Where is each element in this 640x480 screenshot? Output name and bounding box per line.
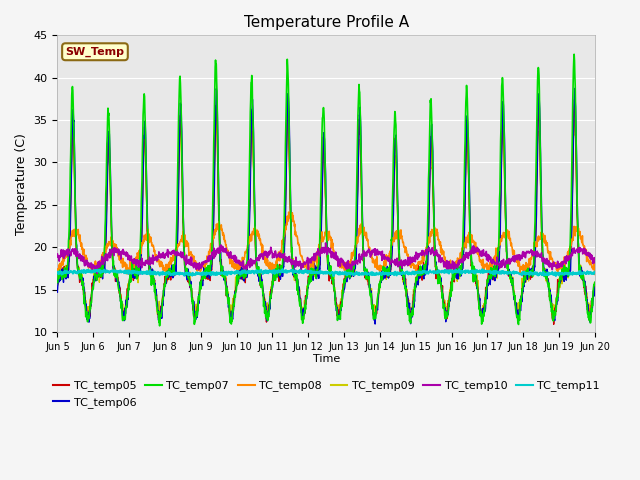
TC_temp06	[303, 295, 310, 301]
TC_temp10	[322, 240, 330, 246]
Line: TC_temp05: TC_temp05	[58, 100, 595, 324]
TC_temp09	[360, 244, 367, 250]
TC_temp10	[54, 251, 61, 257]
Text: SW_Temp: SW_Temp	[65, 47, 124, 57]
Line: TC_temp11: TC_temp11	[58, 269, 595, 276]
TC_temp11	[95, 267, 103, 273]
TC_temp06	[54, 289, 61, 295]
TC_temp10	[95, 258, 103, 264]
TC_temp07	[54, 280, 61, 286]
TC_temp08	[591, 265, 599, 271]
TC_temp05	[550, 322, 557, 327]
TC_temp07	[360, 252, 367, 257]
TC_temp08	[54, 267, 61, 273]
Line: TC_temp09: TC_temp09	[58, 121, 595, 319]
TC_temp11	[282, 268, 289, 274]
TC_temp05	[282, 199, 289, 204]
TC_temp08	[522, 272, 529, 277]
TC_temp06	[292, 273, 300, 279]
Line: TC_temp08: TC_temp08	[58, 212, 595, 275]
Line: TC_temp07: TC_temp07	[58, 54, 595, 326]
TC_temp06	[571, 85, 579, 91]
TC_temp06	[591, 287, 599, 293]
TC_temp07	[570, 51, 578, 57]
TC_temp11	[292, 269, 300, 275]
TC_temp10	[282, 254, 290, 260]
Y-axis label: Temperature (C): Temperature (C)	[15, 132, 28, 235]
TC_temp07	[95, 270, 103, 276]
TC_temp08	[285, 209, 292, 215]
Legend: TC_temp05, TC_temp06, TC_temp07, TC_temp08, TC_temp09, TC_temp10, TC_temp11: TC_temp05, TC_temp06, TC_temp07, TC_temp…	[48, 376, 604, 412]
TC_temp06	[282, 214, 289, 219]
TC_temp05	[571, 97, 579, 103]
TC_temp07	[591, 279, 599, 285]
TC_temp10	[303, 258, 310, 264]
TC_temp09	[591, 283, 599, 289]
TC_temp07	[282, 122, 290, 128]
TC_temp10	[591, 257, 599, 263]
TC_temp11	[455, 266, 463, 272]
TC_temp08	[117, 260, 125, 266]
TC_temp07	[293, 288, 301, 293]
TC_temp10	[293, 263, 301, 268]
TC_temp06	[95, 271, 103, 276]
TC_temp09	[282, 195, 289, 201]
TC_temp05	[591, 281, 599, 287]
TC_temp09	[292, 276, 300, 282]
TC_temp06	[117, 299, 125, 304]
TC_temp07	[156, 323, 163, 329]
X-axis label: Time: Time	[312, 354, 340, 364]
TC_temp05	[54, 277, 61, 283]
TC_temp10	[117, 250, 125, 256]
TC_temp07	[117, 297, 125, 302]
TC_temp08	[95, 259, 103, 264]
TC_temp07	[303, 295, 310, 300]
TC_temp05	[95, 269, 103, 275]
Line: TC_temp06: TC_temp06	[58, 88, 595, 324]
TC_temp05	[303, 293, 310, 299]
TC_temp09	[117, 292, 125, 298]
TC_temp08	[293, 233, 301, 239]
TC_temp11	[591, 270, 599, 276]
TC_temp06	[360, 248, 367, 253]
Title: Temperature Profile A: Temperature Profile A	[244, 15, 409, 30]
TC_temp08	[360, 228, 367, 234]
TC_temp05	[292, 280, 300, 286]
TC_temp05	[360, 258, 367, 264]
TC_temp08	[303, 266, 310, 272]
TC_temp11	[360, 272, 367, 277]
TC_temp10	[93, 271, 101, 276]
TC_temp09	[571, 118, 579, 124]
TC_temp09	[95, 266, 103, 272]
TC_temp11	[117, 269, 125, 275]
Line: TC_temp10: TC_temp10	[58, 243, 595, 274]
TC_temp05	[117, 293, 125, 299]
TC_temp09	[406, 316, 414, 322]
TC_temp08	[282, 224, 289, 230]
TC_temp11	[330, 274, 337, 279]
TC_temp06	[371, 321, 379, 327]
TC_temp09	[303, 298, 310, 304]
TC_temp11	[303, 269, 310, 275]
TC_temp09	[54, 283, 61, 288]
TC_temp11	[54, 269, 61, 275]
TC_temp10	[360, 250, 368, 256]
